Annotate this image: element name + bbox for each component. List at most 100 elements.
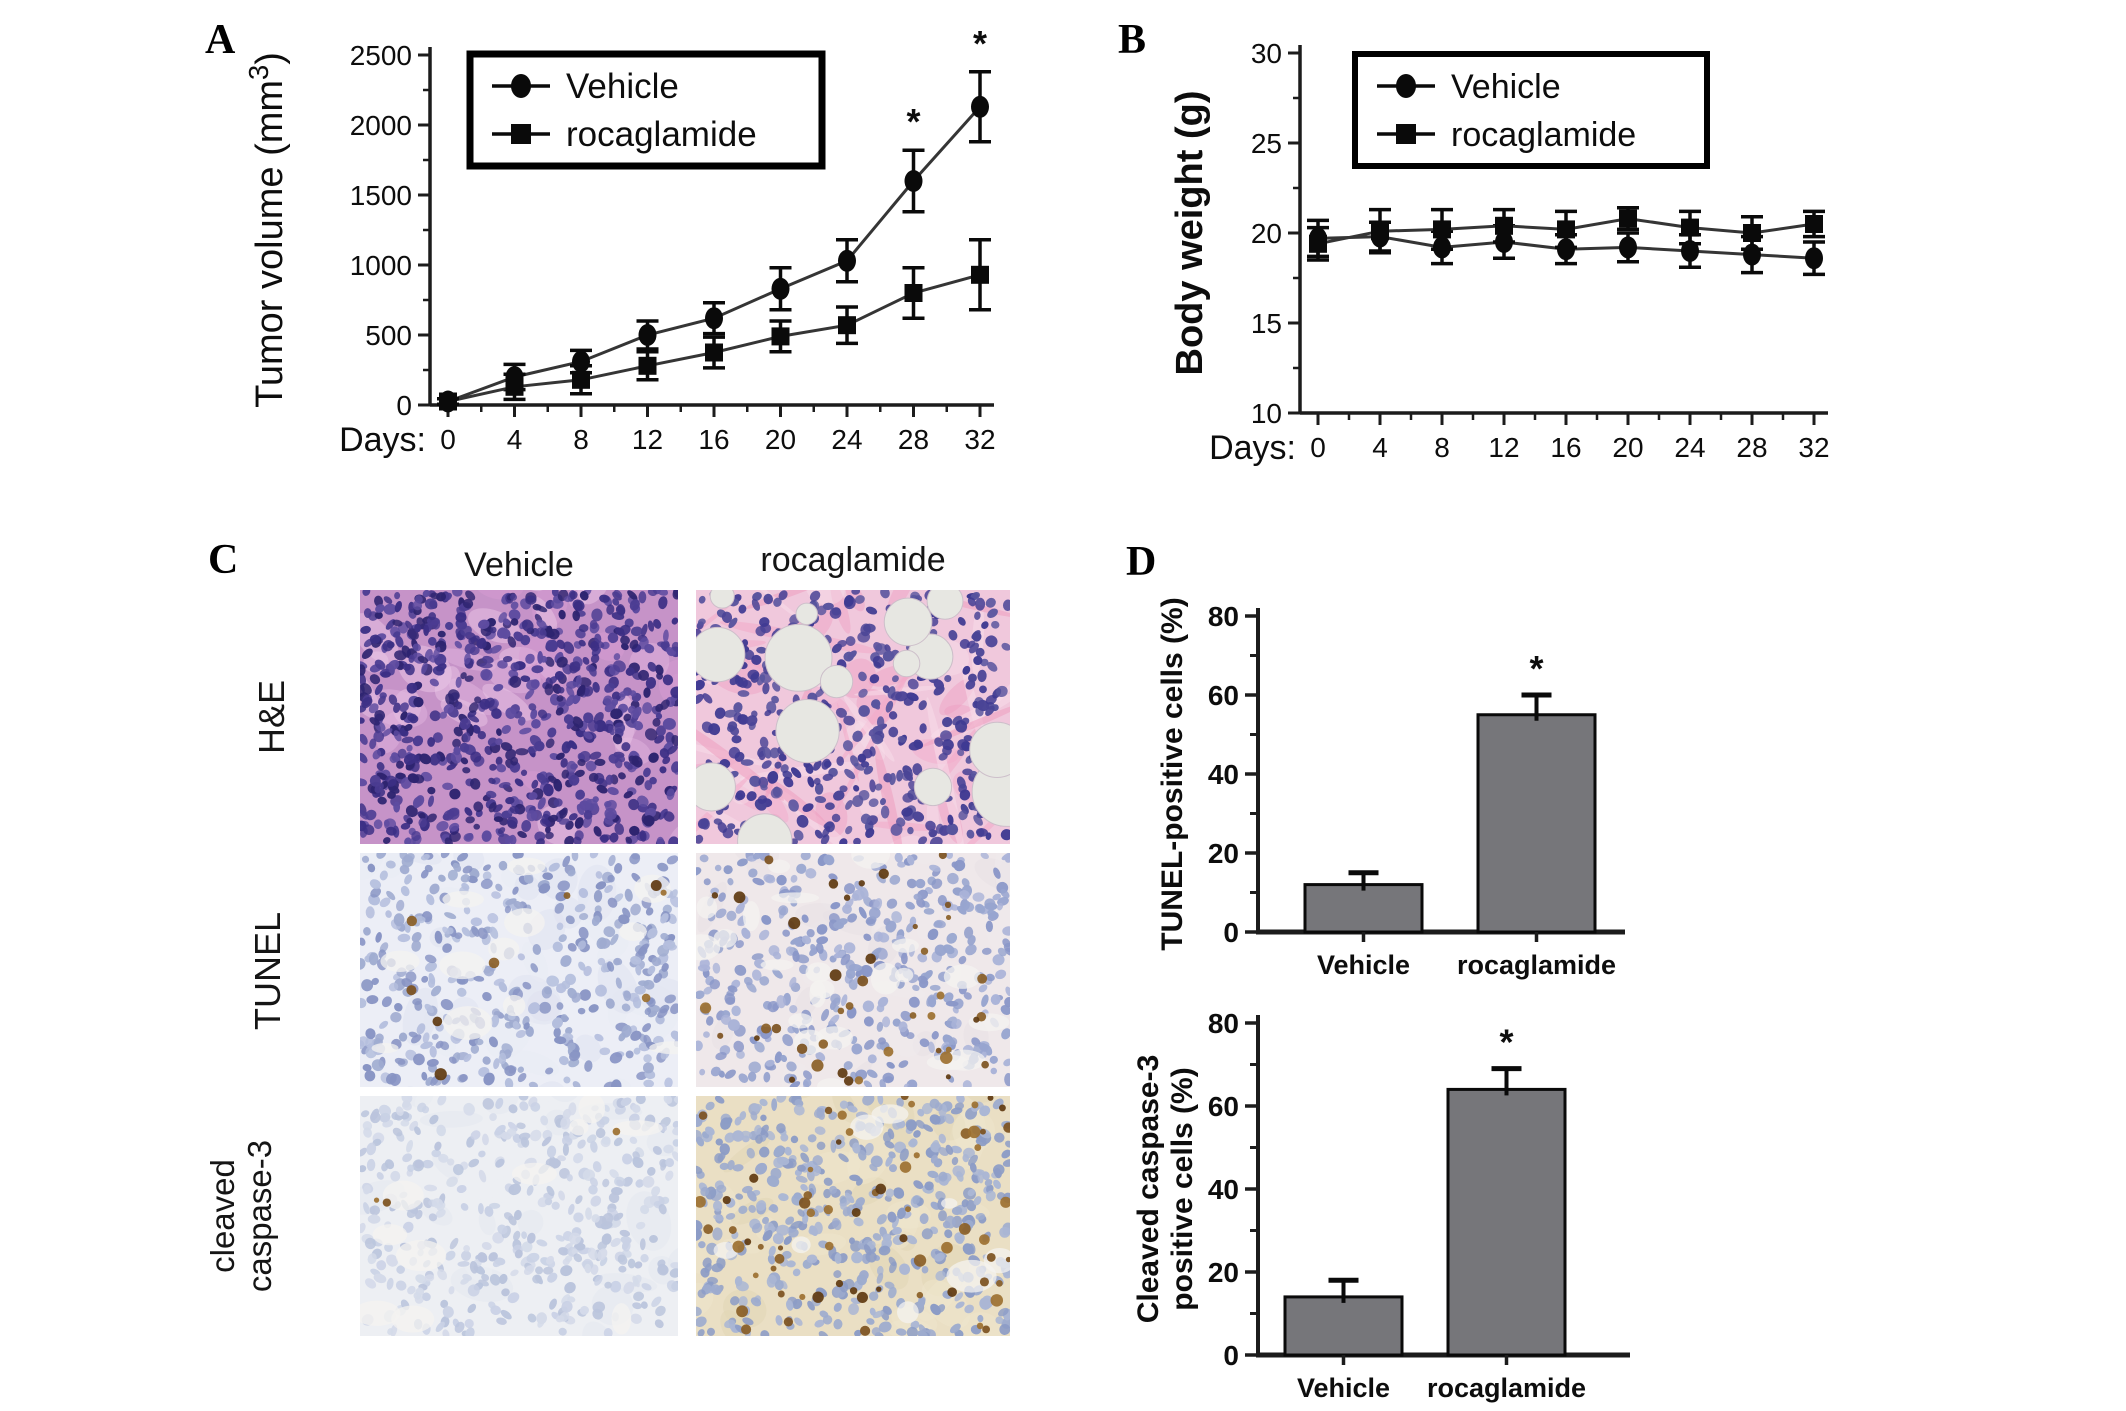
marker-square — [904, 284, 923, 302]
x-tick-label: 0 — [440, 424, 456, 455]
y-axis-label: TUNEL-positive cells (%) — [1156, 597, 1189, 950]
y-tick-label: 20 — [1251, 218, 1282, 249]
marker-circle — [1557, 238, 1575, 261]
histology-image-he-rocaglamide — [696, 590, 1010, 844]
y-tick-label: 0 — [396, 390, 412, 421]
histology-texture-he-rocaglamide — [696, 590, 1010, 844]
marker-square — [572, 370, 590, 389]
y-tick-label: 25 — [1251, 128, 1282, 159]
marker-square — [439, 392, 457, 411]
marker-circle — [771, 277, 790, 300]
marker-square — [505, 377, 524, 396]
x-tick-label: 32 — [964, 424, 995, 455]
panel-a-label: A — [205, 17, 236, 63]
x-tick-label: 28 — [898, 424, 929, 455]
histology-row-label-tunel: TUNEL — [247, 911, 288, 1031]
bar-Vehicle — [1283, 1295, 1404, 1357]
x-tick-label: 8 — [1434, 432, 1450, 463]
y-tick-label: 0 — [1223, 917, 1239, 948]
tunel-bar-chart: 0 20 40 60 80 Vehicle rocaglamide * TUNEL-positi… — [1156, 597, 1625, 980]
legend-label-rocaglamide: rocaglamide — [566, 115, 757, 154]
x-tick-label: 20 — [765, 424, 796, 455]
marker-square — [771, 327, 790, 346]
bar-rocaglamide — [1476, 713, 1597, 934]
x-tick-label: 32 — [1798, 432, 1829, 463]
histology-image-caspase-vehicle — [360, 1096, 678, 1336]
histology-image-caspase-rocaglamide — [696, 1096, 1010, 1336]
panel-d-label: D — [1126, 539, 1157, 585]
marker-circle — [705, 307, 723, 330]
x-tick-label: 16 — [698, 424, 729, 455]
marker-circle — [838, 249, 856, 272]
legend-label-Vehicle: Vehicle — [1451, 68, 1561, 106]
y-tick-label: 0 — [1223, 1340, 1239, 1371]
x-tick-label: 12 — [1488, 432, 1519, 463]
x-tick-label: 20 — [1612, 432, 1643, 463]
marker-square — [638, 356, 657, 375]
caspase-bar-chart: 0 20 40 60 80 Vehicle rocaglamide * Cleaved casp… — [1132, 1008, 1630, 1403]
legend: Vehicle rocaglamide — [466, 50, 826, 170]
histology-grid — [360, 590, 1010, 1336]
y-tick-label: 80 — [1208, 601, 1239, 632]
tumor-volume-chart: 0 500 1000 1500 2000 2500 0 4 8 12 16 20 24 28 32 Days:… — [243, 23, 996, 459]
x-axis-prefix: Days: — [1209, 429, 1296, 467]
legend-marker-square — [511, 124, 531, 144]
x-tick-label: 12 — [632, 424, 663, 455]
y-axis-label-line1: Cleaved caspase-3 — [1132, 1055, 1165, 1324]
histology-texture-he-vehicle — [360, 590, 678, 844]
marker-square — [1433, 220, 1451, 239]
category-label-rocaglamide: rocaglamide — [1427, 1373, 1586, 1403]
panel-b-label: B — [1118, 17, 1147, 63]
x-tick-label: 28 — [1736, 432, 1767, 463]
y-tick-label: 2000 — [350, 110, 412, 141]
histology-texture-tunel-vehicle — [360, 853, 678, 1087]
legend-label-Vehicle: Vehicle — [566, 67, 679, 106]
histology-col-header-rocaglamide: rocaglamide — [760, 541, 946, 579]
y-tick-label: 1000 — [350, 250, 412, 281]
x-tick-label: 4 — [1372, 432, 1388, 463]
marker-square — [1681, 218, 1699, 237]
category-label-Vehicle: Vehicle — [1317, 950, 1410, 980]
marker-square — [1495, 216, 1513, 235]
histology-col-header-vehicle: Vehicle — [464, 546, 574, 584]
marker-square — [1805, 215, 1823, 233]
marker-square — [1309, 234, 1327, 253]
bar-rocaglamide — [1446, 1087, 1567, 1357]
histology-row-label-caspase: cleaved caspase-3 — [204, 1139, 278, 1293]
body-weight-chart: 10 15 20 25 30 0 4 8 12 16 20 24 28 32 Days: Body weigh… — [1169, 38, 1830, 467]
legend: Vehicle rocaglamide — [1352, 51, 1710, 169]
significance-asterisk: * — [1529, 648, 1543, 689]
histology-image-he-vehicle — [360, 590, 678, 844]
y-axis-label-line2: positive cells (%) — [1166, 1067, 1199, 1310]
legend-marker-circle — [1396, 74, 1416, 98]
histology-texture-caspase-rocaglamide — [696, 1096, 1010, 1336]
marker-square — [1371, 222, 1389, 241]
marker-square — [705, 343, 723, 362]
x-tick-label: 24 — [1674, 432, 1705, 463]
x-tick-label: 16 — [1550, 432, 1581, 463]
marker-circle — [638, 324, 657, 346]
marker-square — [1619, 209, 1637, 228]
significance-asterisk: * — [973, 23, 987, 64]
y-tick-label: 40 — [1208, 759, 1239, 790]
y-tick-label: 80 — [1208, 1008, 1239, 1039]
marker-circle — [904, 170, 923, 192]
y-tick-label: 500 — [365, 320, 412, 351]
significance-asterisk: * — [1499, 1022, 1513, 1063]
marker-circle — [971, 95, 989, 118]
marker-square — [1743, 224, 1761, 242]
y-axis-label: Tumor volume (mm3) — [243, 52, 291, 408]
x-tick-label: 8 — [573, 424, 589, 455]
x-tick-label: 24 — [831, 424, 862, 455]
marker-circle — [1619, 236, 1637, 259]
y-tick-label: 1500 — [350, 180, 412, 211]
bar-Vehicle — [1303, 883, 1424, 934]
y-tick-label: 20 — [1208, 1257, 1239, 1288]
panel-c-label: C — [208, 537, 239, 583]
y-tick-label: 20 — [1208, 838, 1239, 869]
x-axis-prefix: Days: — [339, 421, 426, 459]
histology-texture-caspase-vehicle — [360, 1096, 678, 1336]
y-tick-label: 30 — [1251, 38, 1282, 69]
histology-image-tunel-vehicle — [360, 853, 678, 1087]
